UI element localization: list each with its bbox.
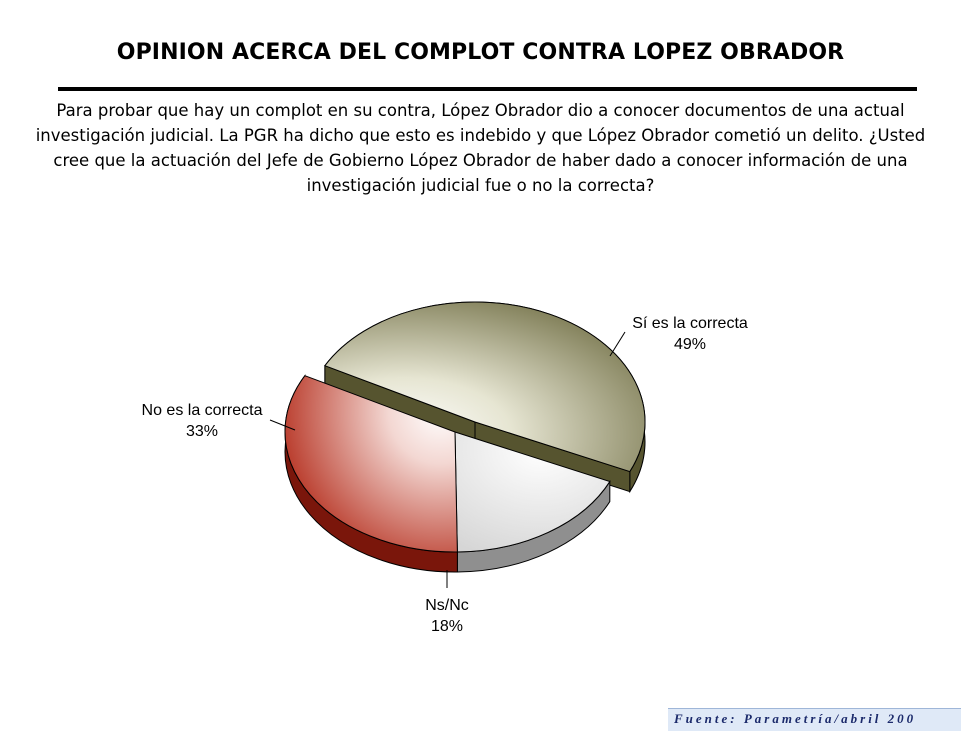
source-note: Fuente: Parametría/abril 200 <box>668 708 961 731</box>
survey-question: Para probar que hay un complot en su con… <box>35 101 926 195</box>
slice-no-es-la-correcta <box>284 375 458 553</box>
title-divider <box>58 87 917 91</box>
slice-si-es-la-correcta-leader <box>609 331 626 357</box>
slice-si-es-la-correcta-label: Sí es la correcta <box>632 315 748 332</box>
slice-ns-nc-label: Ns/Nc <box>425 597 469 614</box>
slice-ns-nc <box>454 431 611 553</box>
slice-si-es-la-correcta <box>324 301 646 473</box>
slice-si-es-la-correcta-value: 49% <box>674 336 706 353</box>
slice-ns-nc-value: 18% <box>431 618 463 635</box>
slice-no-es-la-correcta-label: No es la correcta <box>142 402 263 419</box>
chart-title: OPINION ACERCA DEL COMPLOT CONTRA LOPEZ … <box>116 40 845 65</box>
slice-no-es-la-correcta-leader <box>269 419 296 431</box>
slice-no-es-la-correcta-value: 33% <box>186 423 218 440</box>
